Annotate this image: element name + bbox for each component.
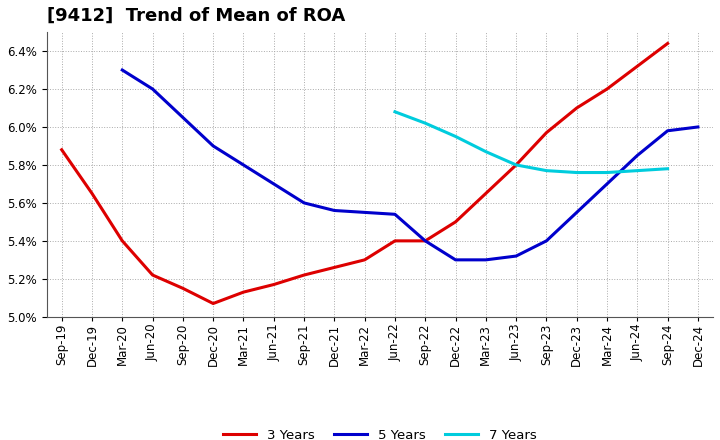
5 Years bbox=[663, 128, 672, 133]
5 Years bbox=[118, 67, 127, 73]
3 Years bbox=[269, 282, 278, 287]
3 Years bbox=[209, 301, 217, 306]
3 Years bbox=[58, 147, 66, 152]
7 Years bbox=[603, 170, 611, 175]
5 Years bbox=[391, 212, 400, 217]
3 Years bbox=[663, 41, 672, 46]
3 Years bbox=[512, 162, 521, 168]
5 Years bbox=[269, 181, 278, 187]
5 Years bbox=[330, 208, 338, 213]
5 Years bbox=[300, 200, 308, 205]
3 Years bbox=[300, 272, 308, 278]
5 Years bbox=[633, 153, 642, 158]
7 Years bbox=[421, 121, 430, 126]
3 Years bbox=[148, 272, 157, 278]
5 Years bbox=[693, 125, 702, 130]
3 Years bbox=[421, 238, 430, 243]
3 Years bbox=[179, 286, 187, 291]
3 Years bbox=[330, 265, 338, 270]
5 Years bbox=[603, 181, 611, 187]
5 Years bbox=[179, 115, 187, 120]
3 Years bbox=[542, 130, 551, 136]
5 Years bbox=[360, 210, 369, 215]
5 Years bbox=[572, 210, 581, 215]
7 Years bbox=[482, 149, 490, 154]
Legend: 3 Years, 5 Years, 7 Years: 3 Years, 5 Years, 7 Years bbox=[217, 423, 542, 440]
5 Years bbox=[512, 253, 521, 259]
5 Years bbox=[542, 238, 551, 243]
7 Years bbox=[572, 170, 581, 175]
Line: 7 Years: 7 Years bbox=[395, 112, 667, 172]
7 Years bbox=[512, 162, 521, 168]
3 Years bbox=[482, 191, 490, 196]
7 Years bbox=[542, 168, 551, 173]
7 Years bbox=[451, 134, 460, 139]
7 Years bbox=[663, 166, 672, 171]
3 Years bbox=[451, 219, 460, 224]
5 Years bbox=[421, 238, 430, 243]
3 Years bbox=[360, 257, 369, 263]
3 Years bbox=[391, 238, 400, 243]
3 Years bbox=[572, 105, 581, 110]
Text: [9412]  Trend of Mean of ROA: [9412] Trend of Mean of ROA bbox=[47, 7, 345, 25]
3 Years bbox=[633, 64, 642, 69]
Line: 5 Years: 5 Years bbox=[122, 70, 698, 260]
3 Years bbox=[603, 86, 611, 92]
Line: 3 Years: 3 Years bbox=[62, 44, 667, 304]
3 Years bbox=[88, 191, 96, 196]
5 Years bbox=[239, 162, 248, 168]
7 Years bbox=[633, 168, 642, 173]
5 Years bbox=[451, 257, 460, 263]
5 Years bbox=[482, 257, 490, 263]
3 Years bbox=[239, 290, 248, 295]
7 Years bbox=[391, 109, 400, 114]
5 Years bbox=[209, 143, 217, 149]
3 Years bbox=[118, 238, 127, 243]
5 Years bbox=[148, 86, 157, 92]
